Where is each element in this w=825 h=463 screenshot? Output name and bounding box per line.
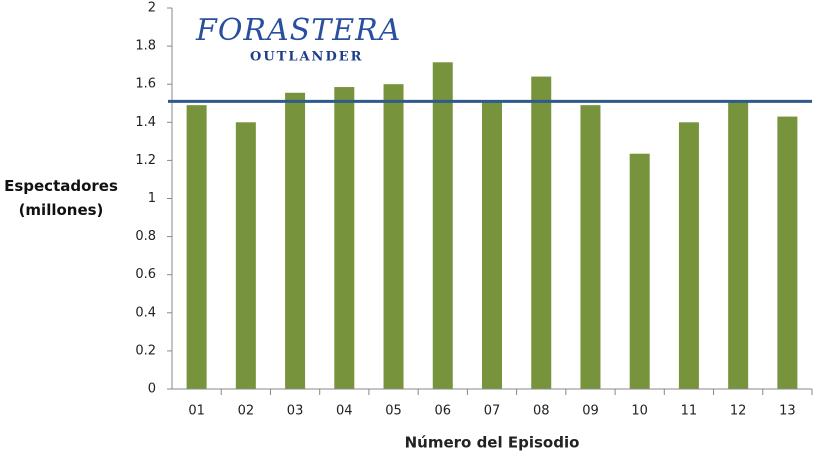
x-tick-label: 01 [188, 404, 205, 419]
x-tick-label: 08 [533, 404, 550, 419]
bar [186, 105, 207, 389]
x-tick-label: 09 [582, 404, 599, 419]
y-tick-label: 0 [148, 382, 156, 397]
x-tick-label: 03 [287, 404, 304, 419]
y-tick-label: 0.6 [135, 267, 156, 282]
y-axis-label: Espectadores (millones) [4, 177, 118, 219]
bar [728, 100, 749, 389]
bar [777, 116, 798, 390]
bar [580, 105, 601, 389]
y-tick-label: 1 [148, 191, 156, 206]
bar [531, 76, 552, 389]
x-tick-label: 11 [681, 404, 698, 419]
y-tick-label: 0.8 [135, 229, 156, 244]
x-tick-label: 12 [730, 404, 747, 419]
x-tick-label: 13 [779, 404, 796, 419]
bar [678, 122, 699, 390]
x-tick-label: 06 [434, 404, 451, 419]
x-tick-label: 07 [484, 404, 501, 419]
x-tick-label: 05 [385, 404, 402, 419]
y-tick-label: 1.4 [135, 115, 156, 130]
bar [482, 100, 502, 389]
x-tick-label: 10 [631, 404, 648, 419]
bar [235, 122, 256, 390]
bar [285, 92, 306, 390]
y-tick-label: 1.6 [135, 77, 156, 92]
y-tick-label: 0.4 [135, 305, 156, 320]
y-tick-label: 0.2 [135, 343, 156, 358]
bar [334, 87, 355, 390]
y-tick-label: 2 [148, 1, 156, 16]
x-axis-label: Número del Episodio [405, 434, 580, 452]
bar [432, 62, 453, 389]
y-tick-label: 1.8 [135, 39, 156, 54]
bar [629, 153, 650, 389]
logo-title: FORASTERA [195, 13, 401, 48]
x-tick-label: 02 [238, 404, 255, 419]
y-tick-label: 1.2 [135, 153, 156, 168]
bar [383, 84, 404, 389]
logo-subtitle: OUTLANDER [250, 50, 363, 65]
x-tick-label: 04 [336, 404, 353, 419]
